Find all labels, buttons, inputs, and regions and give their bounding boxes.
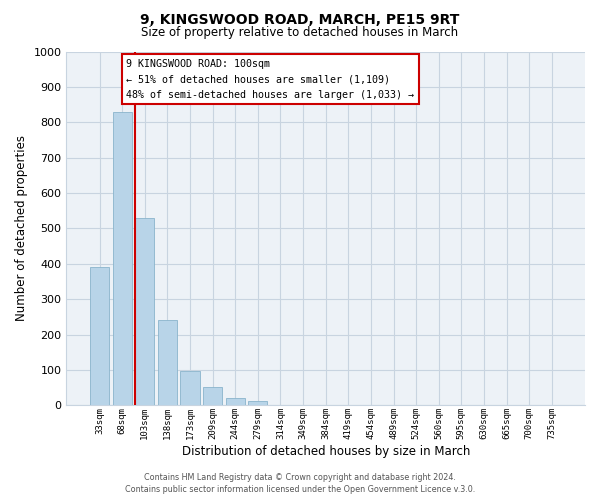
Text: Contains HM Land Registry data © Crown copyright and database right 2024.
Contai: Contains HM Land Registry data © Crown c…	[125, 472, 475, 494]
Bar	[248, 401, 268, 406]
Y-axis label: Number of detached properties: Number of detached properties	[15, 136, 28, 322]
Bar	[226, 398, 245, 406]
Bar	[135, 218, 154, 406]
Bar	[181, 371, 200, 406]
X-axis label: Distribution of detached houses by size in March: Distribution of detached houses by size …	[182, 444, 470, 458]
Bar	[203, 387, 222, 406]
Bar	[113, 112, 132, 406]
Bar	[158, 320, 177, 406]
Text: 9 KINGSWOOD ROAD: 100sqm
← 51% of detached houses are smaller (1,109)
48% of sem: 9 KINGSWOOD ROAD: 100sqm ← 51% of detach…	[126, 58, 414, 100]
Text: 9, KINGSWOOD ROAD, MARCH, PE15 9RT: 9, KINGSWOOD ROAD, MARCH, PE15 9RT	[140, 12, 460, 26]
Text: Size of property relative to detached houses in March: Size of property relative to detached ho…	[142, 26, 458, 39]
Bar	[90, 268, 109, 406]
